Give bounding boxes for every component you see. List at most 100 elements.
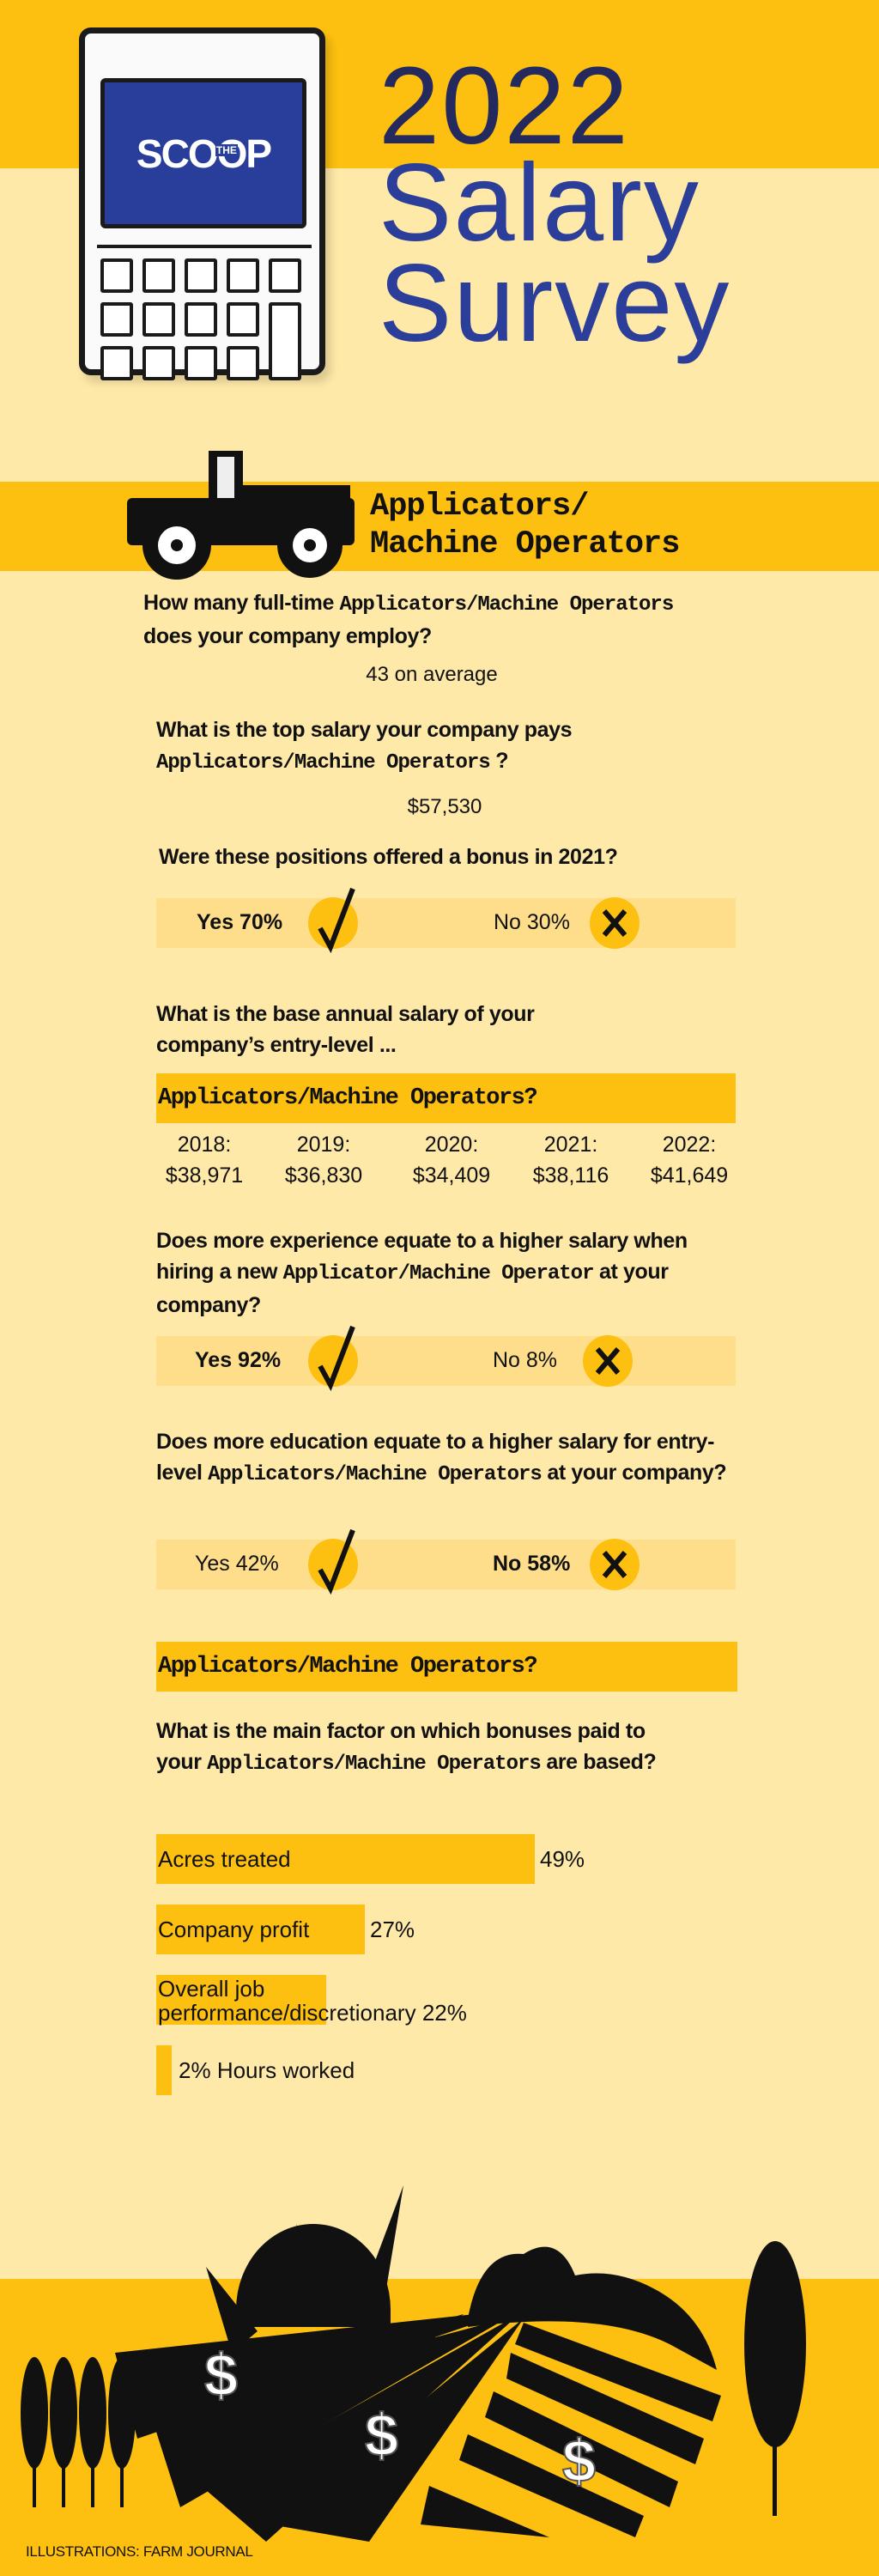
tractor-icon xyxy=(127,451,355,580)
question-text: How many full-time xyxy=(143,591,340,615)
calculator-illustration: SCOOP THE xyxy=(79,27,325,380)
factor-value: 22% xyxy=(421,2000,467,2026)
factor-label: Acres treated xyxy=(158,1846,291,1872)
calculator-key xyxy=(142,346,175,380)
year-label: 2021: xyxy=(543,1133,598,1157)
no-label: No 58% xyxy=(493,1552,571,1576)
question-text: What is the main factor on which bonuses… xyxy=(156,1719,646,1774)
wheat-right-icon xyxy=(744,2241,806,2516)
check-icon xyxy=(308,887,358,954)
x-icon xyxy=(583,1335,633,1387)
section-title-line2: Machine Operators xyxy=(370,526,680,562)
salary-2020: 2020: $34,409 xyxy=(391,1129,512,1191)
calculator-key xyxy=(100,346,133,380)
year-label: 2019: xyxy=(296,1133,351,1157)
salary-value: $41,649 xyxy=(650,1163,729,1188)
question-text: Does more education equate to a higher s… xyxy=(156,1430,714,1485)
question-text: ? xyxy=(489,749,509,773)
salary-2022: 2022: $41,649 xyxy=(629,1129,749,1191)
calculator-key xyxy=(227,346,259,380)
calculator-key xyxy=(185,346,217,380)
calculator-screen: SCOOP THE xyxy=(100,78,306,228)
question-education: Does more education equate to a higher s… xyxy=(156,1426,740,1491)
calculator-key xyxy=(227,302,259,337)
job-title-text: Applicators/Machine Operators xyxy=(339,593,675,617)
calculator-key xyxy=(100,258,133,293)
factor-value: 49% xyxy=(540,1846,585,1872)
question-text: at your company? xyxy=(156,1260,669,1317)
calculator-key xyxy=(269,302,301,380)
title-year: 2022 xyxy=(379,45,630,167)
calculator-key xyxy=(142,302,175,337)
scoop-logo: SCOOP THE xyxy=(136,131,272,177)
title-salary: Salary xyxy=(379,142,700,264)
calculator-keys xyxy=(100,258,301,380)
salary-value: $38,971 xyxy=(165,1163,244,1188)
year-label: 2022: xyxy=(662,1133,717,1157)
logo-text: SCOOP xyxy=(136,131,272,176)
bonus-yes-no: Yes 70% No 30% xyxy=(156,887,736,954)
question-text: are based? xyxy=(540,1750,657,1774)
factor-label: Company profit xyxy=(158,1917,310,1942)
salary-2019: 2019: $36,830 xyxy=(264,1129,384,1191)
farm-field-illustration: $ $ $ xyxy=(21,2185,806,2542)
job-title-bar-text: Applicators/Machine Operators? xyxy=(158,1085,538,1111)
yes-label: Yes 42% xyxy=(195,1552,279,1576)
calculator-key xyxy=(142,258,175,293)
salary-value: $34,409 xyxy=(412,1163,491,1188)
question-employees: How many full-time Applicators/Machine O… xyxy=(143,587,727,652)
calculator-key xyxy=(227,258,259,293)
factor-bar xyxy=(156,1905,365,1954)
check-icon xyxy=(308,1528,358,1595)
calculator-key xyxy=(100,302,133,337)
question-experience: Does more experience equate to a higher … xyxy=(156,1225,740,1321)
calculator-key xyxy=(185,258,217,293)
dollar-icon: $ xyxy=(562,2427,596,2494)
calculator-key xyxy=(269,258,301,293)
factor-label: Overall job performance/discretionary xyxy=(158,1976,416,2026)
job-title-text: Applicators/Machine Operators xyxy=(208,1463,543,1486)
question-bonus: Were these positions offered a bonus in … xyxy=(159,845,618,869)
year-label: 2020: xyxy=(424,1133,479,1157)
factor-bar xyxy=(156,1975,326,2025)
factor-bar xyxy=(156,2045,172,2095)
answer-top-salary: $57,530 xyxy=(407,795,482,818)
salary-value: $38,116 xyxy=(532,1163,609,1188)
no-label: No 8% xyxy=(493,1348,558,1372)
salary-2021: 2021: $38,116 xyxy=(511,1129,631,1191)
wheat-left-icon xyxy=(21,2357,136,2507)
factor-label: Hours worked xyxy=(216,2057,355,2083)
factor-label-wrap: 2% Hours worked xyxy=(179,2058,355,2082)
x-icon xyxy=(590,1539,640,1590)
education-yes-no: Yes 42% No 58% xyxy=(156,1528,736,1595)
check-icon xyxy=(308,1325,358,1392)
factor-label-wrap: Overall job performance/discretionary 22… xyxy=(158,1977,518,2025)
calculator-key xyxy=(185,302,217,337)
illustration-credit: ILLUSTRATIONS: FARM JOURNAL xyxy=(26,2543,253,2560)
job-title-bar-text: Applicators/Machine Operators? xyxy=(158,1654,538,1680)
question-top-salary: What is the top salary your company pays… xyxy=(156,714,740,779)
year-label: 2018: xyxy=(177,1133,232,1157)
salary-value: $36,830 xyxy=(284,1163,363,1188)
dollar-icon: $ xyxy=(365,2402,398,2469)
job-title-text: Applicator/Machine Operator xyxy=(282,1262,595,1285)
job-title-bar: Applicators/Machine Operators? xyxy=(156,1642,737,1692)
question-text: does your company employ? xyxy=(143,624,432,648)
yes-label: Yes 70% xyxy=(197,910,283,934)
question-text: Does more experience equate to a higher … xyxy=(156,1229,688,1284)
question-bonus-factor: What is the main factor on which bonuses… xyxy=(156,1716,688,1780)
yes-label: Yes 92% xyxy=(195,1348,282,1372)
job-title-bar: Applicators/Machine Operators? xyxy=(156,1073,736,1123)
salary-2018: 2018: $38,971 xyxy=(144,1129,264,1191)
factor-value: 2% xyxy=(179,2057,211,2083)
answer-employees: 43 on average xyxy=(366,663,498,686)
title-survey: Survey xyxy=(379,242,731,365)
question-base-salary: What is the base annual salary of your c… xyxy=(156,1002,535,1057)
factor-bar xyxy=(156,1834,535,1884)
experience-yes-no: Yes 92% No 8% xyxy=(156,1325,736,1392)
section-title: Applicators/ Machine Operators xyxy=(370,488,680,563)
logo-small-text: THE xyxy=(215,143,238,156)
job-title-text: Applicators/Machine Operators xyxy=(156,751,491,775)
calculator-divider xyxy=(97,245,312,248)
section-title-line1: Applicators/ xyxy=(370,489,589,525)
